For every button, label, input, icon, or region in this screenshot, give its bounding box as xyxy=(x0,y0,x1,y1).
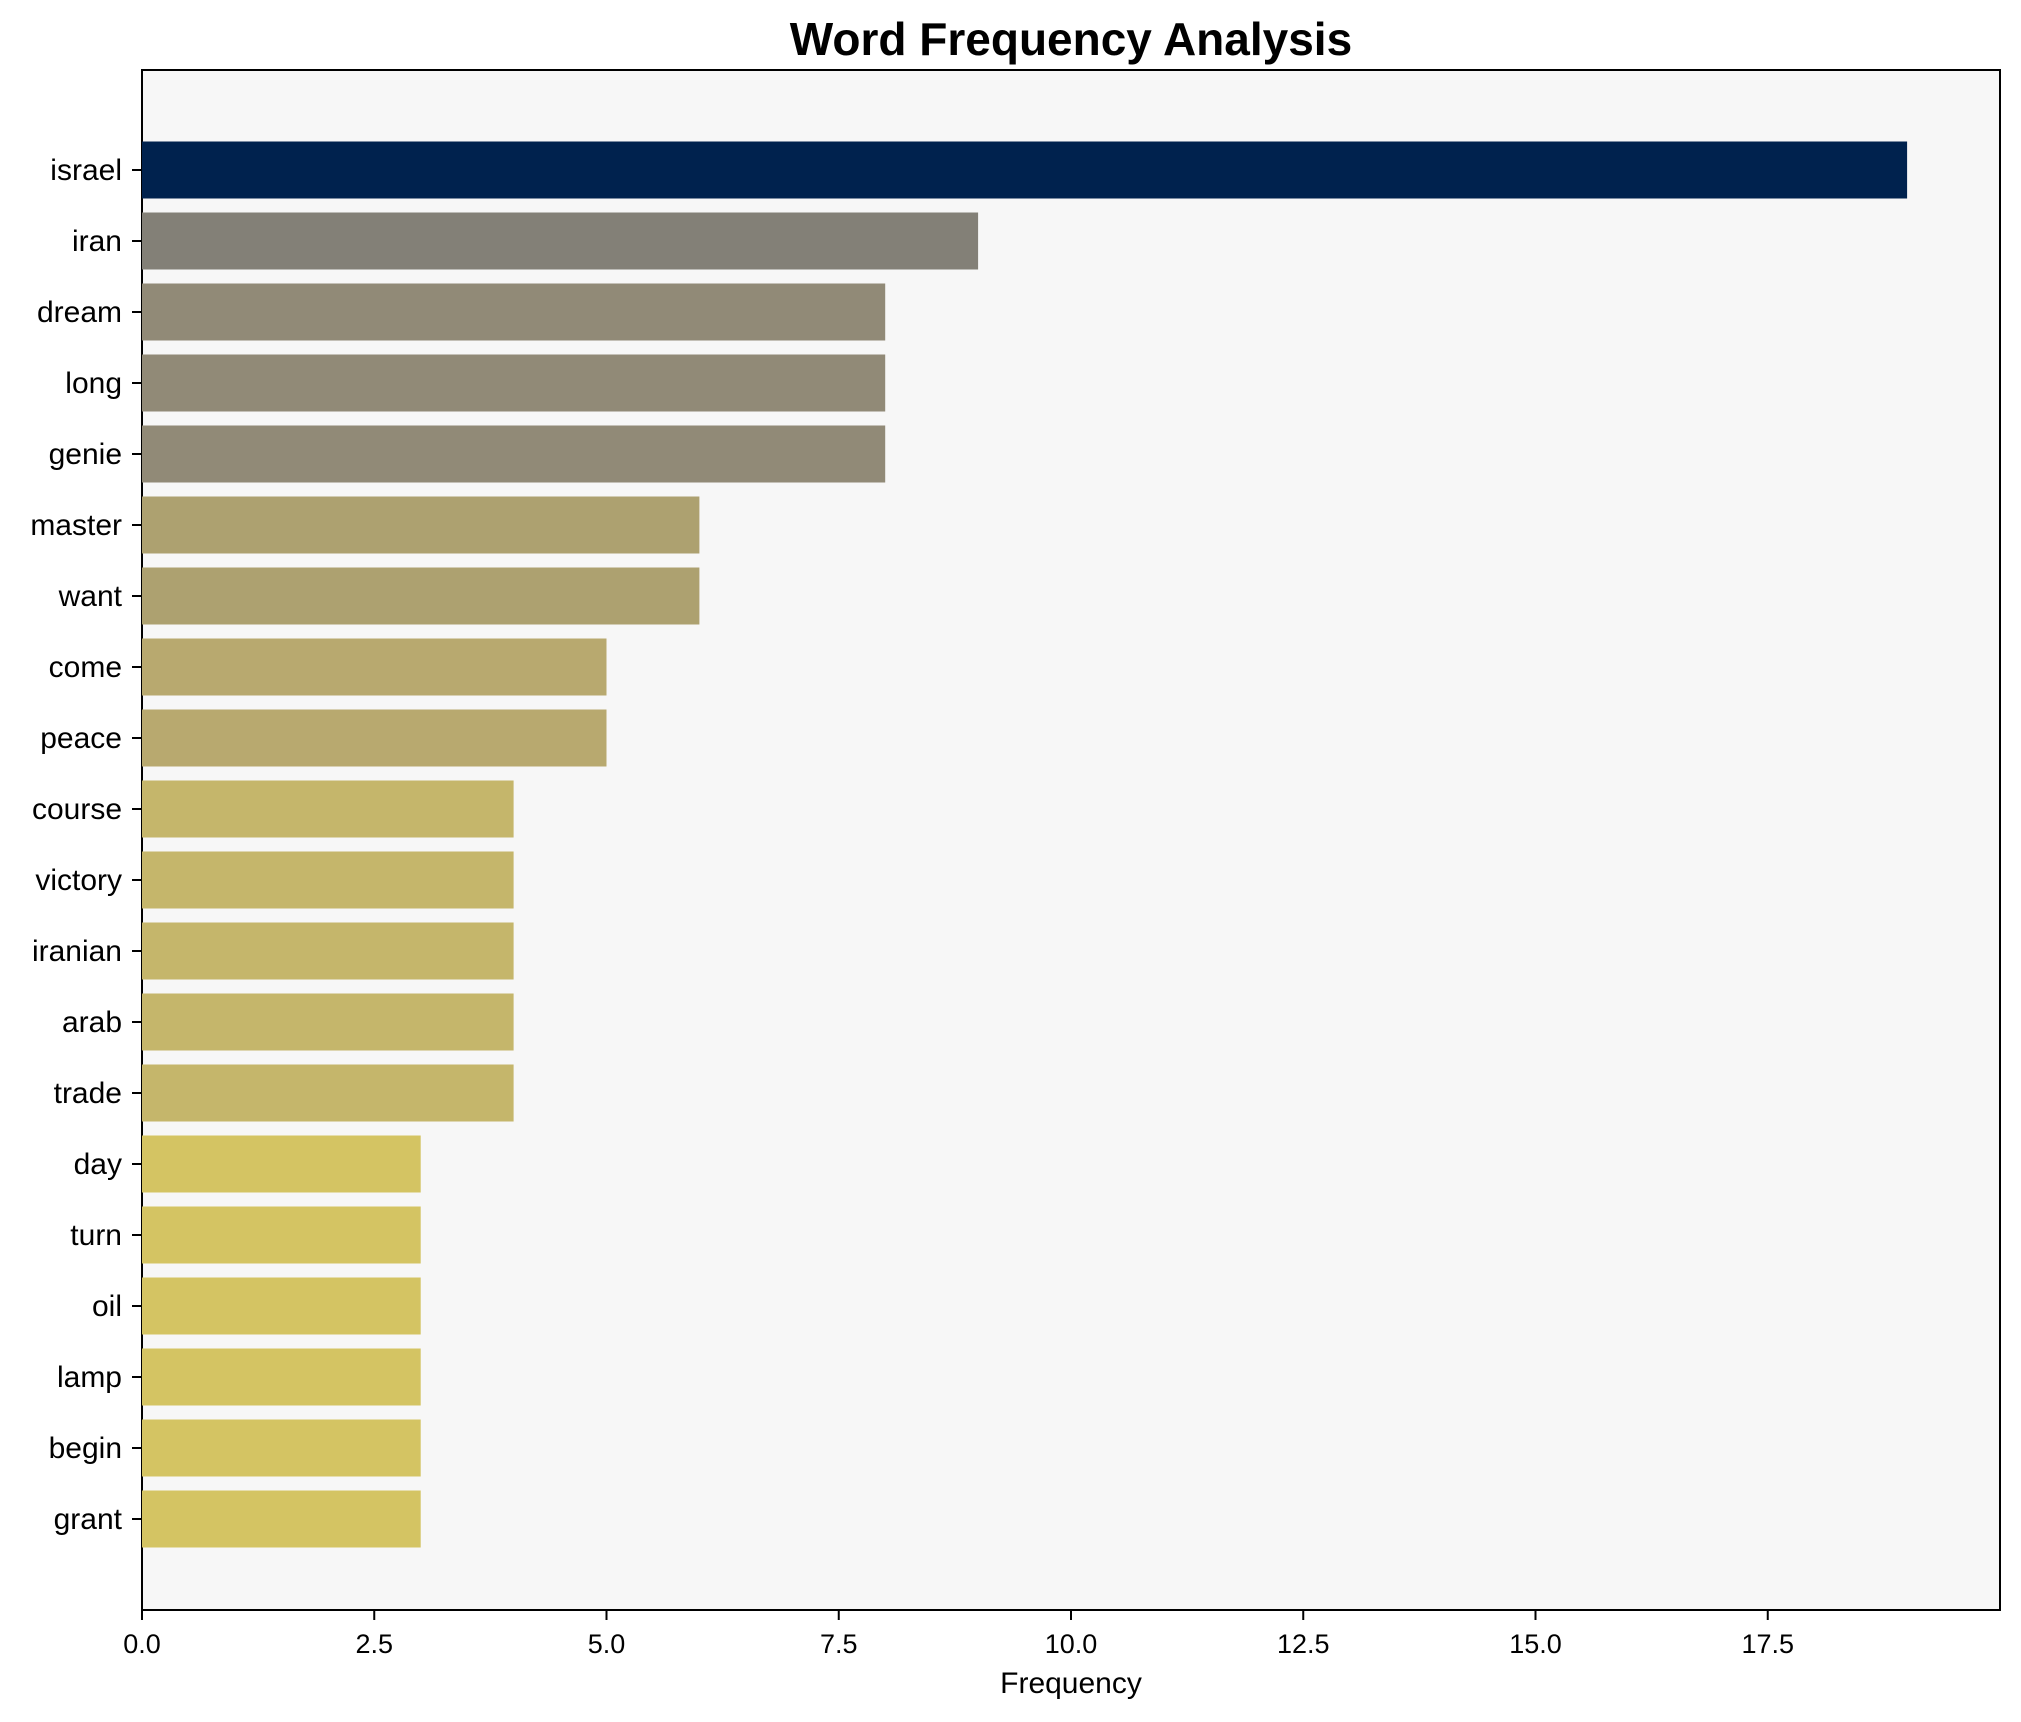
x-tick-label: 12.5 xyxy=(1277,1629,1330,1659)
bar-oil xyxy=(142,1277,421,1335)
bars-group xyxy=(142,141,1908,1548)
y-tick-label: day xyxy=(74,1148,122,1181)
bar-dream xyxy=(142,283,886,341)
y-tick-label: begin xyxy=(49,1432,122,1465)
bar-come xyxy=(142,638,607,696)
chart-title: Word Frequency Analysis xyxy=(790,13,1352,65)
bar-lamp xyxy=(142,1348,421,1406)
bar-iranian xyxy=(142,922,514,980)
bar-genie xyxy=(142,425,886,483)
bar-master xyxy=(142,496,700,554)
y-tick-label: lamp xyxy=(57,1361,122,1394)
y-tick-label: genie xyxy=(49,438,122,471)
x-tick-label: 2.5 xyxy=(355,1629,393,1659)
x-tick-label: 15.0 xyxy=(1509,1629,1562,1659)
bar-day xyxy=(142,1135,421,1193)
bar-grant xyxy=(142,1490,421,1548)
y-tick-label: turn xyxy=(70,1219,122,1252)
bar-trade xyxy=(142,1064,514,1122)
x-tick-label: 17.5 xyxy=(1741,1629,1794,1659)
y-tick-label: long xyxy=(65,367,122,400)
x-tick-label: 7.5 xyxy=(820,1629,858,1659)
y-tick-label: oil xyxy=(92,1290,122,1323)
x-tick-label: 5.0 xyxy=(588,1629,626,1659)
bar-begin xyxy=(142,1419,421,1477)
y-tick-label: peace xyxy=(40,722,122,755)
y-tick-label: iran xyxy=(72,225,122,258)
y-tick-label: grant xyxy=(54,1503,123,1536)
x-tick-label: 10.0 xyxy=(1045,1629,1098,1659)
bar-peace xyxy=(142,709,607,767)
bar-course xyxy=(142,780,514,838)
y-tick-label: course xyxy=(32,793,122,826)
y-tick-label: israel xyxy=(50,154,122,187)
bar-turn xyxy=(142,1206,421,1264)
bar-arab xyxy=(142,993,514,1051)
x-axis-label: Frequency xyxy=(1000,1667,1142,1700)
bar-long xyxy=(142,354,886,412)
y-tick-label: iranian xyxy=(32,935,122,968)
y-tick-label: want xyxy=(58,580,123,613)
bar-iran xyxy=(142,212,979,270)
y-tick-label: dream xyxy=(37,296,122,329)
bar-victory xyxy=(142,851,514,909)
bar-want xyxy=(142,567,700,625)
x-tick-label: 0.0 xyxy=(123,1629,161,1659)
y-tick-label: victory xyxy=(35,864,122,897)
y-tick-label: master xyxy=(30,509,122,542)
y-tick-label: arab xyxy=(62,1006,122,1039)
y-tick-label: come xyxy=(49,651,122,684)
x-axis-ticks: 0.0 2.5 5.0 7.5 10.0 12.5 15.0 17.5 xyxy=(123,1610,1794,1659)
y-tick-label: trade xyxy=(54,1077,122,1110)
bar-israel xyxy=(142,141,1908,199)
y-axis-labels: israel iran dream long genie master want come pe… xyxy=(30,154,142,1536)
